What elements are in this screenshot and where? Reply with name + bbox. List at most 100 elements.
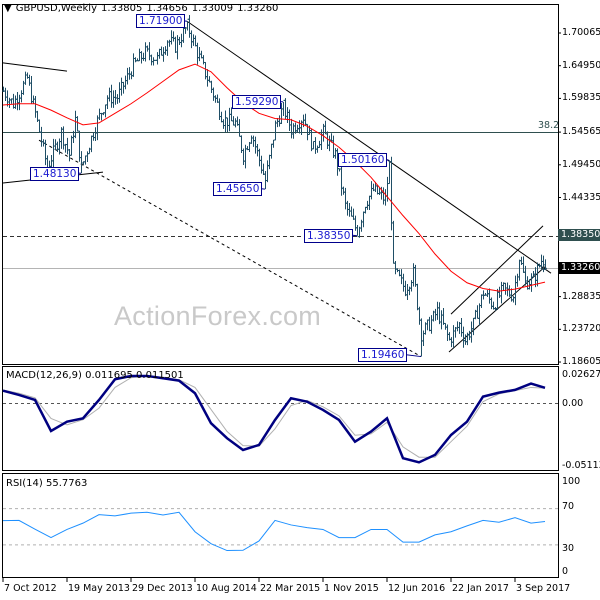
ohlc-bar <box>270 143 273 159</box>
ohlc-bar <box>334 148 337 159</box>
date-axis-label: 3 Sep 2017 <box>516 583 571 594</box>
ohlc-bar <box>20 90 23 103</box>
ohlc-bar <box>370 181 373 200</box>
rsi-line <box>2 511 546 552</box>
ohlc-bar <box>34 96 37 118</box>
rsi-value: 55.7763 <box>45 478 88 489</box>
ohlc-bar <box>156 52 159 65</box>
ohlc-bar <box>394 261 397 275</box>
low-value: 1.33009 <box>191 3 234 14</box>
ohlc-bar <box>522 256 525 273</box>
ohlc-bar <box>134 57 137 63</box>
price-label-high: 1.71900 <box>136 14 186 28</box>
ohlc-bar <box>384 189 387 206</box>
ohlc-bar <box>64 143 67 153</box>
price-bars <box>2 14 547 357</box>
ohlc-bar <box>388 160 391 185</box>
price-label-high: 1.59290 <box>232 95 282 109</box>
ohlc-bar <box>400 269 403 285</box>
ohlc-bar <box>290 118 293 139</box>
macd-signal-line <box>2 375 546 458</box>
ohlc-bar <box>166 40 169 56</box>
ohlc-bar <box>422 330 425 346</box>
ohlc-bar <box>352 208 355 220</box>
price-levels <box>3 132 558 269</box>
ohlc-bar <box>402 273 405 292</box>
ohlc-bar <box>266 160 269 183</box>
rsi-axis-0: 0 <box>562 566 569 577</box>
ohlc-bar <box>106 95 109 110</box>
ohlc-bar <box>472 317 475 336</box>
ohlc-bar <box>86 151 89 163</box>
ohlc-bar <box>14 95 17 109</box>
ohlc-bar <box>356 225 359 238</box>
ohlc-bar <box>462 326 465 348</box>
date-axis-label: 29 Dec 2013 <box>132 583 193 594</box>
ohlc-bar <box>260 155 263 174</box>
ohlc-bar <box>80 151 83 174</box>
rsi-axis-30: 30 <box>562 543 575 554</box>
ohlc-bar <box>112 90 115 108</box>
ohlc-bar <box>196 42 199 65</box>
ohlc-bar <box>446 324 449 342</box>
ohlc-bar <box>70 135 73 156</box>
close-value: 1.33260 <box>237 3 279 14</box>
price-axis-label: 1.54565 <box>562 126 600 138</box>
ohlc-bar <box>194 35 197 47</box>
ohlc-bar <box>202 55 205 65</box>
ohlc-bar <box>212 87 215 101</box>
macd-value: 0.011695 <box>85 370 133 381</box>
date-axis-label: 7 Oct 2012 <box>4 583 57 594</box>
price-axis-label: 1.28835 <box>562 290 600 302</box>
ohlc-bar <box>138 48 141 62</box>
ohlc-bar <box>410 280 413 292</box>
ohlc-bar <box>342 186 345 195</box>
ohlc-bar <box>332 135 335 159</box>
triangle-down-icon[interactable]: ▼ <box>4 3 12 14</box>
ohlc-bar <box>150 54 153 66</box>
ohlc-bar <box>340 162 343 196</box>
macd-name: MACD(12,26,9) <box>6 370 82 381</box>
ohlc-bar <box>262 163 265 176</box>
ohlc-bar <box>412 263 415 287</box>
ohlc-bar <box>452 325 455 348</box>
ohlc-bar <box>328 135 331 152</box>
ohlc-bar <box>158 48 161 59</box>
price-axis-label: 1.18605 <box>562 356 600 368</box>
ohlc-bar <box>304 113 307 126</box>
macd-panel-frame <box>2 366 559 471</box>
ohlc-bar <box>420 318 423 357</box>
ohlc-bar <box>516 273 519 287</box>
ohlc-bar <box>104 104 107 118</box>
ohlc-bar <box>544 259 547 270</box>
ohlc-bar <box>276 117 279 128</box>
watermark: ActionForex.com <box>114 301 322 331</box>
ohlc-bar <box>512 296 515 303</box>
ohlc-bar <box>514 275 517 306</box>
level-axis-label: 1.38350 <box>558 229 600 241</box>
ohlc-bar <box>230 107 233 122</box>
price-axis-label: 1.59835 <box>562 92 600 104</box>
ohlc-bar <box>288 109 291 132</box>
ohlc-bar <box>232 116 235 126</box>
ohlc-bar <box>214 95 217 103</box>
price-label-low: 1.45650 <box>213 182 263 196</box>
ohlc-bar <box>404 280 407 297</box>
ohlc-bar <box>268 154 271 170</box>
ohlc-bar <box>348 203 351 217</box>
date-axis-label: 22 Mar 2015 <box>260 583 321 594</box>
rsi-axis-70: 70 <box>562 501 575 512</box>
ohlc-bar <box>210 80 213 94</box>
upper-wedge-trendline <box>2 62 68 72</box>
ohlc-bar <box>216 94 219 103</box>
ohlc-bar <box>530 273 533 292</box>
ohlc-bar <box>132 53 135 77</box>
price-axis-label: 1.44335 <box>562 191 600 203</box>
ohlc-bar <box>428 316 431 332</box>
ohlc-bar <box>346 200 349 216</box>
ohlc-bar <box>470 321 473 343</box>
ohlc-bar <box>250 135 253 144</box>
price-label-low: 1.19460 <box>358 348 408 362</box>
ohlc-bar <box>24 71 27 85</box>
